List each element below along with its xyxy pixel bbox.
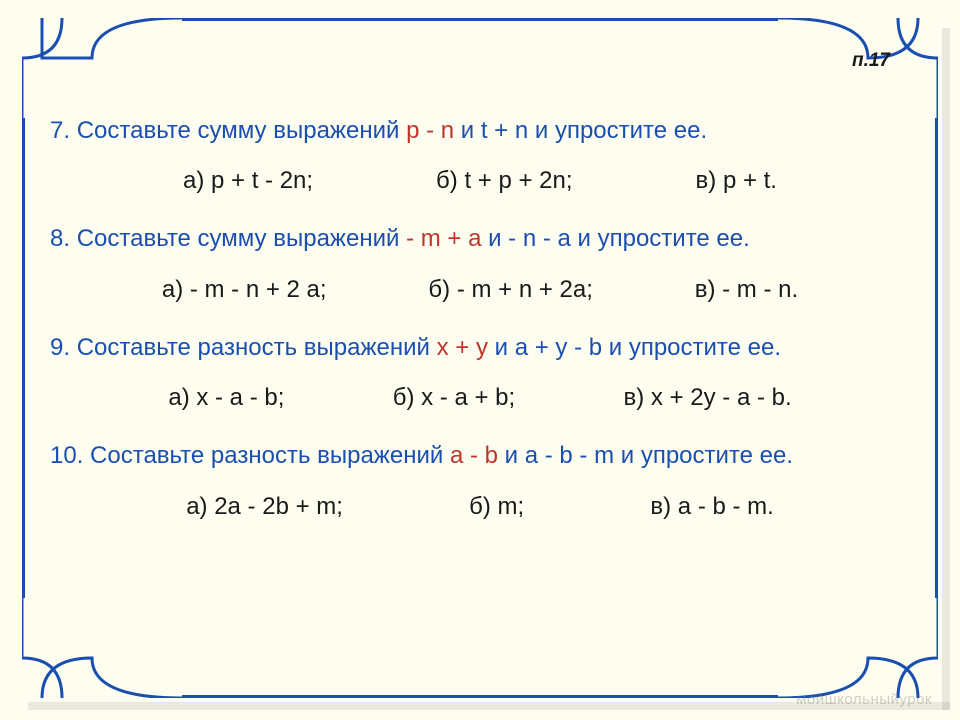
expression-1: x + y — [437, 334, 495, 361]
option-a: а) x - a - b; — [168, 384, 284, 412]
corner-top-left — [22, 18, 182, 118]
separator: и — [488, 225, 508, 252]
option-b: б) - m + n + 2a; — [428, 276, 592, 304]
problem-tail: и упростите ее. — [535, 117, 707, 144]
problem-8: 8. Составьте сумму выражений - m + a и -… — [50, 223, 910, 303]
problem-9: 9. Составьте разность выражений x + y и … — [50, 332, 910, 412]
problem-tail: и упростите ее. — [578, 225, 750, 252]
expression-1: p - n — [406, 117, 461, 144]
option-b: б) m; — [469, 493, 524, 521]
problem-9-stem: 9. Составьте разность выражений x + y и … — [50, 332, 910, 364]
option-a: а) p + t - 2n; — [183, 167, 313, 195]
option-c: в) x + 2y - a - b. — [624, 384, 792, 412]
option-c: в) p + t. — [696, 167, 777, 195]
problem-tail: и упростите ее. — [621, 442, 793, 469]
problem-verb: Составьте разность выражений — [77, 334, 437, 361]
problem-10-options: а) 2a - 2b + m; б) m; в) a - b - m. — [50, 493, 910, 521]
problem-7-options: а) p + t - 2n; б) t + p + 2n; в) p + t. — [50, 167, 910, 195]
separator: и — [461, 117, 481, 144]
page-reference: п.17 — [852, 50, 890, 72]
option-a: а) 2a - 2b + m; — [186, 493, 343, 521]
option-c: в) - m - n. — [695, 276, 798, 304]
option-b: б) x - a + b; — [393, 384, 515, 412]
problem-8-options: а) - m - n + 2 a; б) - m + n + 2a; в) - … — [50, 276, 910, 304]
problem-verb: Составьте сумму выражений — [77, 225, 406, 252]
expression-2: - n - a — [508, 225, 577, 252]
problem-number: 10. — [50, 442, 83, 469]
shadow-right — [942, 28, 950, 710]
separator: и — [495, 334, 515, 361]
problem-7: 7. Составьте сумму выражений p - n и t +… — [50, 115, 910, 195]
expression-2: a - b - m — [525, 442, 621, 469]
expression-2: a + y - b — [515, 334, 602, 361]
expression-2: t + n — [481, 117, 535, 144]
content-area: 7. Составьте сумму выражений p - n и t +… — [50, 115, 910, 549]
option-c: в) a - b - m. — [650, 493, 773, 521]
problem-number: 9. — [50, 334, 70, 361]
problem-8-stem: 8. Составьте сумму выражений - m + a и -… — [50, 223, 910, 255]
problem-tail: и упростите ее. — [609, 334, 781, 361]
problem-verb: Составьте сумму выражений — [77, 117, 406, 144]
problem-9-options: а) x - a - b; б) x - a + b; в) x + 2y - … — [50, 384, 910, 412]
expression-1: - m + a — [406, 225, 488, 252]
corner-bottom-right — [778, 598, 938, 698]
problem-verb: Составьте разность выражений — [90, 442, 450, 469]
watermark-text: мойшкольныйурок — [796, 691, 932, 708]
option-a: а) - m - n + 2 a; — [162, 276, 327, 304]
separator: и — [505, 442, 525, 469]
problem-10: 10. Составьте разность выражений a - b и… — [50, 440, 910, 520]
problem-number: 8. — [50, 225, 70, 252]
problem-10-stem: 10. Составьте разность выражений a - b и… — [50, 440, 910, 472]
expression-1: a - b — [450, 442, 498, 469]
option-b: б) t + p + 2n; — [436, 167, 573, 195]
problem-number: 7. — [50, 117, 70, 144]
problem-7-stem: 7. Составьте сумму выражений p - n и t +… — [50, 115, 910, 147]
corner-bottom-left — [22, 598, 182, 698]
